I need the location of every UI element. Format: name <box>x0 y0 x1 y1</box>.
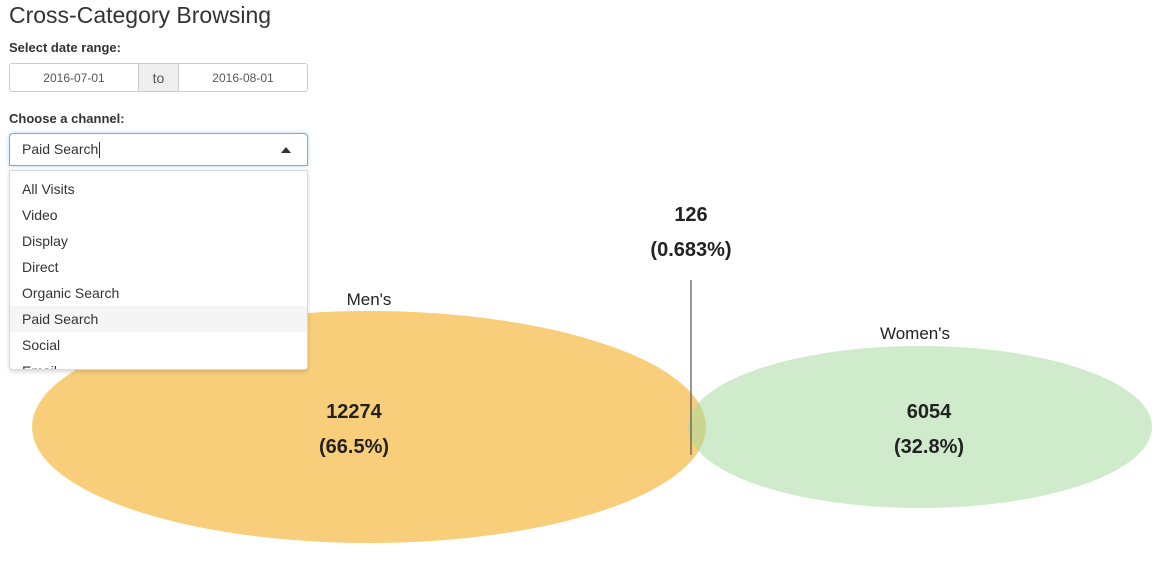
womens-set-label: Women's <box>880 324 950 343</box>
womens-percent: (32.8%) <box>894 436 964 458</box>
channel-label: Choose a channel: <box>9 111 125 126</box>
channel-option-all-visits[interactable]: All Visits <box>22 181 75 197</box>
overlap-percent: (0.683%) <box>650 239 731 261</box>
date-range-label: Select date range: <box>9 40 121 55</box>
channel-select-value: Paid Search <box>22 140 101 159</box>
channel-option-display[interactable]: Display <box>22 233 68 249</box>
date-range-picker: to <box>9 63 308 92</box>
channel-option-direct[interactable]: Direct <box>22 259 59 275</box>
start-date-input[interactable] <box>9 63 139 92</box>
text-cursor <box>99 142 101 159</box>
channel-option-paid-search[interactable]: Paid Search <box>10 306 307 332</box>
channel-option-email[interactable]: Email <box>10 358 307 369</box>
mens-percent: (66.5%) <box>319 436 389 458</box>
channel-option-social[interactable]: Social <box>22 337 61 353</box>
page-title: Cross-Category Browsing <box>9 2 272 28</box>
womens-count: 6054 <box>907 401 952 423</box>
overlap-count: 126 <box>674 204 707 226</box>
channel-select[interactable]: Paid Search <box>9 133 308 166</box>
womens-circle <box>688 346 1152 508</box>
channel-dropdown: All Visits Video Display Direct Organic … <box>9 170 308 370</box>
mens-set-label: Men's <box>347 290 392 309</box>
channel-option-organic-search[interactable]: Organic Search <box>22 285 120 301</box>
channel-option-video[interactable]: Video <box>22 207 58 223</box>
date-range-separator: to <box>139 63 178 92</box>
end-date-input[interactable] <box>178 63 308 92</box>
caret-up-icon[interactable] <box>281 147 291 153</box>
mens-count: 12274 <box>326 401 382 423</box>
